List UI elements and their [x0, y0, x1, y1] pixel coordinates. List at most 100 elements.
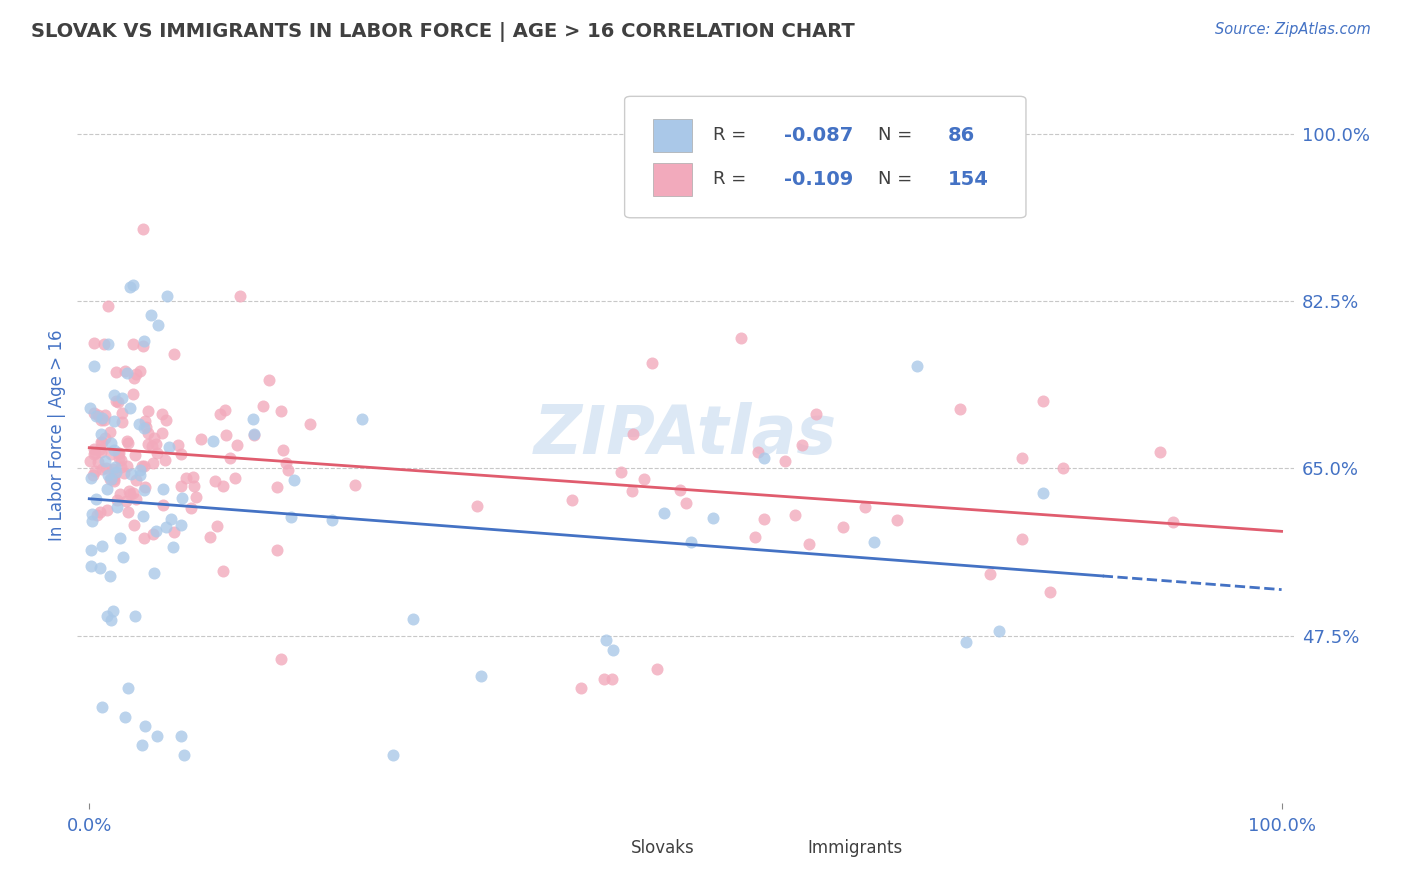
Point: [132, 508, 155, 523]
Point: [143, 431, 166, 445]
Point: [271, 442, 294, 457]
Point: [111, 406, 134, 420]
Point: [83, 359, 105, 373]
Point: [204, 474, 226, 488]
Point: [190, 433, 212, 447]
Point: [117, 434, 139, 449]
Point: [681, 535, 703, 549]
Bar: [652, 163, 692, 196]
Point: [142, 456, 165, 470]
Point: [96, 608, 118, 623]
Point: [110, 459, 132, 474]
Point: [155, 519, 177, 533]
Point: [86, 508, 108, 523]
Point: [115, 366, 138, 380]
Point: [595, 633, 617, 648]
Text: R =: R =: [713, 170, 752, 188]
FancyBboxPatch shape: [624, 96, 1026, 218]
Point: [103, 462, 125, 476]
Point: [87, 408, 110, 422]
Point: [465, 499, 488, 513]
Point: [134, 480, 156, 494]
Point: [118, 486, 141, 500]
Point: [163, 524, 186, 539]
Point: [134, 719, 156, 733]
Text: Immigrants: Immigrants: [807, 839, 903, 857]
Point: [350, 412, 373, 426]
Point: [198, 530, 221, 544]
Point: [170, 491, 193, 506]
Text: 86: 86: [948, 126, 976, 145]
Point: [207, 519, 229, 533]
Point: [797, 536, 820, 550]
Point: [112, 466, 135, 480]
Point: [224, 471, 246, 485]
Point: [103, 414, 125, 428]
Bar: [588, 835, 623, 862]
Point: [131, 458, 153, 473]
Point: [1161, 516, 1184, 530]
Point: [97, 299, 120, 313]
Point: [321, 513, 343, 527]
Point: [90, 700, 112, 714]
Text: -0.109: -0.109: [785, 170, 853, 189]
Point: [153, 453, 176, 467]
Point: [118, 401, 141, 415]
Point: [142, 526, 165, 541]
Point: [84, 446, 107, 460]
Point: [949, 401, 972, 416]
Point: [117, 459, 139, 474]
Point: [1149, 445, 1171, 459]
Point: [122, 278, 145, 293]
Point: [79, 401, 101, 415]
Point: [132, 334, 155, 348]
Point: [82, 514, 104, 528]
Point: [111, 415, 134, 429]
Text: Slovaks: Slovaks: [631, 839, 695, 857]
Point: [97, 337, 120, 351]
Point: [744, 530, 766, 544]
Point: [242, 412, 264, 426]
Point: [160, 512, 183, 526]
Point: [112, 550, 135, 565]
Point: [134, 414, 156, 428]
Point: [145, 729, 167, 743]
Point: [129, 363, 152, 377]
Point: [170, 729, 193, 743]
Point: [669, 483, 692, 497]
Point: [156, 289, 179, 303]
Point: [855, 500, 877, 514]
Point: [125, 367, 148, 381]
Point: [103, 388, 125, 402]
Point: [124, 608, 146, 623]
Point: [79, 453, 101, 467]
Text: -0.087: -0.087: [785, 126, 853, 145]
Point: [120, 467, 142, 482]
Point: [100, 435, 122, 450]
Point: [108, 531, 131, 545]
Point: [790, 438, 813, 452]
Point: [89, 442, 111, 457]
Point: [1032, 394, 1054, 409]
Point: [135, 419, 157, 434]
Point: [218, 450, 240, 465]
Point: [128, 417, 150, 432]
Point: [117, 505, 139, 519]
Point: [270, 652, 292, 666]
Point: [90, 444, 112, 458]
Point: [209, 407, 232, 421]
Text: ZIPAtlas: ZIPAtlas: [534, 402, 837, 467]
Point: [243, 428, 266, 442]
Point: [266, 480, 288, 494]
Point: [100, 447, 122, 461]
Point: [87, 455, 110, 469]
Point: [470, 669, 492, 683]
Point: [283, 473, 305, 487]
Point: [633, 472, 655, 486]
Point: [280, 510, 302, 524]
Point: [1039, 585, 1062, 599]
Point: [110, 453, 132, 467]
Point: [747, 444, 769, 458]
Point: [107, 446, 129, 460]
Point: [257, 374, 280, 388]
